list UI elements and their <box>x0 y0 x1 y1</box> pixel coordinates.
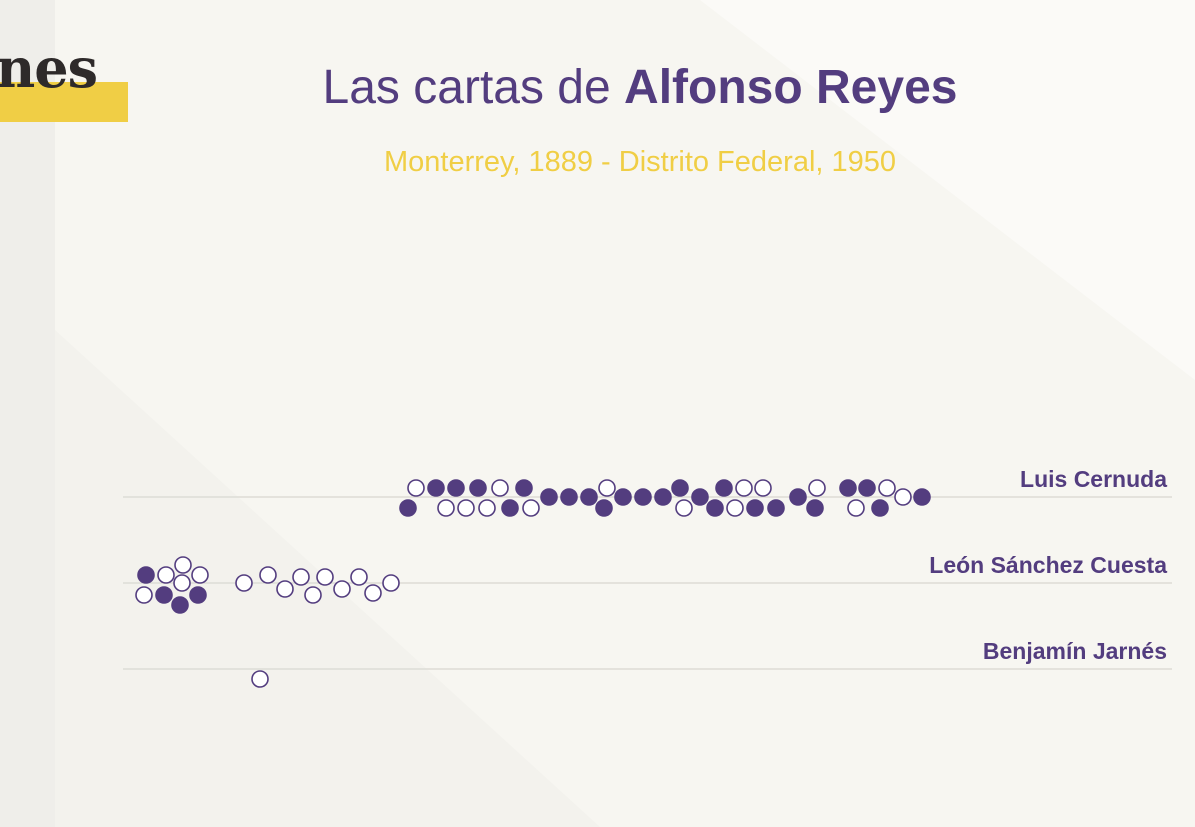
letter-dot-hollow[interactable] <box>847 499 865 517</box>
letter-dot-hollow[interactable] <box>276 580 294 598</box>
letter-dot-filled[interactable] <box>691 488 709 506</box>
letter-dot-filled[interactable] <box>155 586 173 604</box>
letter-dot-hollow[interactable] <box>382 574 400 592</box>
letter-dot-filled[interactable] <box>595 499 613 517</box>
letter-dot-hollow[interactable] <box>808 479 826 497</box>
letter-dot-filled[interactable] <box>427 479 445 497</box>
letter-dot-hollow[interactable] <box>522 499 540 517</box>
letter-dot-hollow[interactable] <box>407 479 425 497</box>
logo-highlight-bar <box>0 82 128 122</box>
letter-dot-hollow[interactable] <box>157 566 175 584</box>
letter-dot-hollow[interactable] <box>478 499 496 517</box>
letter-dot-hollow[interactable] <box>304 586 322 604</box>
letter-dot-filled[interactable] <box>614 488 632 506</box>
letter-dot-hollow[interactable] <box>135 586 153 604</box>
letter-dot-filled[interactable] <box>469 479 487 497</box>
letter-dot-filled[interactable] <box>767 499 785 517</box>
letter-dot-filled[interactable] <box>540 488 558 506</box>
letter-dot-filled[interactable] <box>634 488 652 506</box>
letter-dot-filled[interactable] <box>746 499 764 517</box>
letter-dot-filled[interactable] <box>806 499 824 517</box>
letter-dot-filled[interactable] <box>137 566 155 584</box>
row-label: Luis Cernuda <box>1020 466 1167 492</box>
letter-dot-hollow[interactable] <box>173 574 191 592</box>
title-prefix: Las cartas de <box>322 61 625 114</box>
letter-dot-hollow[interactable] <box>251 670 269 688</box>
letter-dot-hollow[interactable] <box>878 479 896 497</box>
letter-dot-filled[interactable] <box>515 479 533 497</box>
letter-dot-filled[interactable] <box>839 479 857 497</box>
letter-dot-hollow[interactable] <box>598 479 616 497</box>
page-title: Las cartas de Alfonso Reyes <box>0 56 1195 120</box>
letter-dot-hollow[interactable] <box>235 574 253 592</box>
letter-dot-hollow[interactable] <box>675 499 693 517</box>
letter-dot-hollow[interactable] <box>259 566 277 584</box>
letter-dot-filled[interactable] <box>560 488 578 506</box>
letter-dot-filled[interactable] <box>189 586 207 604</box>
letter-dot-hollow[interactable] <box>894 488 912 506</box>
letter-dot-hollow[interactable] <box>735 479 753 497</box>
row-label: Benjamín Jarnés <box>983 638 1167 664</box>
letter-dot-filled[interactable] <box>913 488 931 506</box>
letter-dot-hollow[interactable] <box>754 479 772 497</box>
letter-dot-hollow[interactable] <box>350 568 368 586</box>
letter-dot-filled[interactable] <box>871 499 889 517</box>
left-panel-strip <box>0 0 55 827</box>
letter-dot-hollow[interactable] <box>457 499 475 517</box>
letter-dot-filled[interactable] <box>580 488 598 506</box>
letter-dot-filled[interactable] <box>447 479 465 497</box>
letter-dot-hollow[interactable] <box>726 499 744 517</box>
letter-dot-filled[interactable] <box>858 479 876 497</box>
letter-dot-hollow[interactable] <box>191 566 209 584</box>
letter-dot-hollow[interactable] <box>316 568 334 586</box>
letter-dot-hollow[interactable] <box>437 499 455 517</box>
letter-dot-filled[interactable] <box>715 479 733 497</box>
letter-dot-filled[interactable] <box>789 488 807 506</box>
letter-dot-hollow[interactable] <box>364 584 382 602</box>
letter-dot-filled[interactable] <box>171 596 189 614</box>
letter-dot-filled[interactable] <box>399 499 417 517</box>
letter-dot-filled[interactable] <box>654 488 672 506</box>
letter-dot-hollow[interactable] <box>292 568 310 586</box>
letter-dot-filled[interactable] <box>501 499 519 517</box>
page-subtitle: Monterrey, 1889 - Distrito Federal, 1950 <box>383 146 897 178</box>
logo-wordmark[interactable]: nes <box>0 36 98 100</box>
letter-dot-filled[interactable] <box>671 479 689 497</box>
letter-dot-hollow[interactable] <box>491 479 509 497</box>
letter-dot-hollow[interactable] <box>333 580 351 598</box>
letter-dot-filled[interactable] <box>706 499 724 517</box>
title-name: Alfonso Reyes <box>624 61 958 114</box>
letter-dot-hollow[interactable] <box>174 556 192 574</box>
row-label: León Sánchez Cuesta <box>929 552 1167 578</box>
